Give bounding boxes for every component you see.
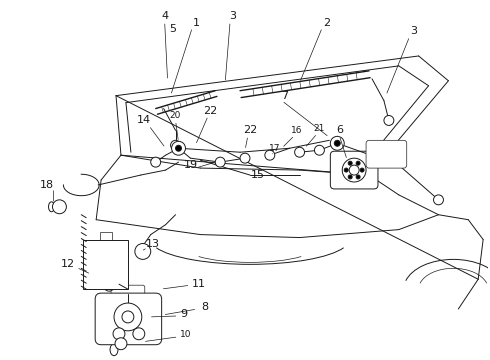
- Text: 22: 22: [243, 125, 257, 135]
- Circle shape: [114, 303, 142, 331]
- Text: 12: 12: [61, 259, 75, 269]
- Circle shape: [334, 140, 340, 146]
- Circle shape: [265, 150, 275, 160]
- FancyBboxPatch shape: [95, 293, 162, 345]
- Circle shape: [342, 158, 366, 182]
- Circle shape: [171, 140, 180, 150]
- Text: 15: 15: [251, 170, 265, 180]
- Ellipse shape: [110, 344, 118, 356]
- Circle shape: [122, 311, 134, 323]
- Bar: [100, 231, 112, 242]
- Circle shape: [330, 136, 344, 150]
- Text: 14: 14: [137, 116, 151, 126]
- Text: 5: 5: [169, 24, 176, 34]
- FancyBboxPatch shape: [111, 285, 145, 299]
- Circle shape: [348, 175, 352, 179]
- Text: 13: 13: [146, 239, 160, 249]
- Text: 1: 1: [193, 18, 200, 28]
- Circle shape: [133, 328, 145, 340]
- Circle shape: [151, 157, 161, 167]
- FancyBboxPatch shape: [366, 140, 407, 168]
- Text: 3: 3: [410, 26, 417, 36]
- Circle shape: [356, 175, 360, 179]
- Circle shape: [384, 116, 394, 125]
- Text: 11: 11: [192, 279, 205, 289]
- Text: 21: 21: [314, 124, 325, 133]
- Text: 16: 16: [291, 126, 302, 135]
- Text: 2: 2: [323, 18, 330, 28]
- Circle shape: [172, 141, 185, 155]
- Circle shape: [315, 145, 324, 155]
- Circle shape: [240, 153, 250, 163]
- Ellipse shape: [49, 202, 54, 212]
- Text: 8: 8: [202, 302, 209, 312]
- Text: 20: 20: [170, 111, 181, 120]
- Circle shape: [294, 147, 305, 157]
- Circle shape: [215, 157, 225, 167]
- Circle shape: [360, 168, 364, 172]
- Circle shape: [356, 161, 360, 165]
- Text: 19: 19: [183, 160, 197, 170]
- Circle shape: [349, 165, 359, 175]
- Bar: [83, 239, 128, 289]
- Text: 10: 10: [180, 330, 191, 339]
- Text: 17: 17: [269, 144, 280, 153]
- Text: 3: 3: [230, 11, 237, 21]
- Circle shape: [348, 161, 352, 165]
- Text: 18: 18: [40, 180, 53, 190]
- Circle shape: [52, 200, 66, 214]
- Circle shape: [344, 168, 348, 172]
- Text: 9: 9: [180, 309, 187, 319]
- Circle shape: [115, 338, 127, 350]
- FancyBboxPatch shape: [330, 151, 378, 189]
- Ellipse shape: [102, 273, 116, 291]
- Text: 6: 6: [336, 125, 343, 135]
- Text: 22: 22: [203, 105, 218, 116]
- Circle shape: [175, 145, 181, 151]
- Circle shape: [113, 328, 125, 340]
- Text: 7: 7: [281, 91, 288, 101]
- Circle shape: [135, 243, 151, 260]
- Text: 4: 4: [161, 11, 168, 21]
- Circle shape: [434, 195, 443, 205]
